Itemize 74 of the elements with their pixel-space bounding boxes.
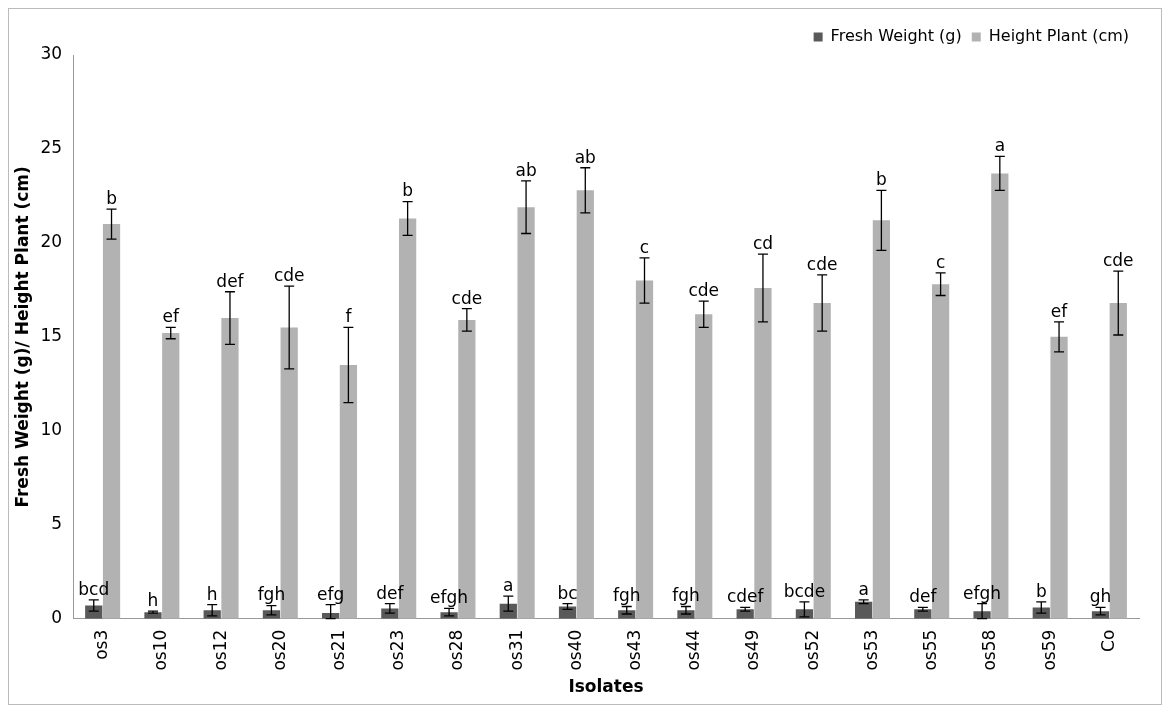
y-tick-label: 30 [40, 43, 63, 64]
data-label: cde [806, 253, 838, 274]
x-tick-label: os10 [150, 629, 171, 671]
x-tick-label: os43 [624, 629, 645, 671]
y-tick-label: 10 [40, 419, 63, 440]
data-label: a [503, 575, 514, 596]
x-tick-label: os40 [564, 629, 585, 671]
data-label: def [909, 586, 938, 607]
data-label: bc [557, 582, 578, 603]
data-label: cde [1102, 250, 1134, 271]
data-label: bcd [78, 578, 110, 599]
data-label: cdef [726, 586, 765, 607]
bar [221, 318, 239, 619]
x-tick-label: os44 [683, 629, 704, 671]
legend-label: Height Plant (cm) [988, 26, 1130, 46]
data-label: ab [574, 146, 596, 167]
y-axis-title: Fresh Weight (g)/ Height Plant (cm) [11, 166, 32, 508]
data-label: a [858, 578, 869, 599]
bar [576, 190, 594, 619]
data-label: ab [515, 159, 537, 180]
data-label: cde [688, 280, 720, 301]
x-tick-label: os53 [860, 629, 881, 671]
data-label: ef [1050, 300, 1069, 321]
data-label: cde [273, 265, 305, 286]
data-label: cde [451, 287, 483, 308]
x-tick-label: os31 [505, 629, 526, 671]
x-axis-title: Isolates [568, 676, 644, 697]
x-tick-label: os28 [446, 629, 467, 671]
data-label: b [875, 169, 887, 190]
data-label: gh [1089, 586, 1112, 607]
x-tick-label: os12 [209, 629, 230, 671]
y-tick-label: 0 [51, 607, 63, 628]
data-label: b [1035, 580, 1047, 601]
x-tick-label: os52 [801, 629, 822, 671]
bar [517, 207, 535, 619]
bar [872, 220, 891, 619]
data-label: c [935, 251, 946, 272]
x-tick-label: os49 [742, 629, 763, 671]
data-label: b [402, 180, 414, 201]
data-label: b [106, 188, 117, 208]
data-label: c [639, 236, 650, 257]
x-tick-label: Co [1097, 629, 1118, 652]
y-tick-label: 20 [40, 231, 63, 252]
bar [162, 333, 180, 619]
x-tick-label: os20 [268, 629, 289, 671]
x-tick-label: os3 [91, 629, 112, 660]
data-label: fgh [672, 585, 700, 606]
x-tick-label: os55 [920, 629, 941, 671]
y-tick-label: 15 [40, 325, 63, 346]
data-label: efg [317, 583, 345, 604]
data-label: ef [162, 306, 180, 327]
bar [1109, 303, 1127, 619]
data-label: def [216, 270, 245, 291]
bar [1050, 336, 1068, 619]
y-tick-label: 25 [40, 137, 63, 158]
data-label: a [994, 135, 1006, 156]
x-tick-label: os21 [327, 629, 348, 671]
data-label: f [345, 306, 353, 327]
data-label: h [147, 590, 159, 611]
y-tick-label: 5 [51, 513, 63, 534]
x-tick-label: os23 [387, 629, 408, 671]
data-label: fgh [257, 584, 286, 605]
x-tick-label: os59 [1038, 629, 1059, 671]
x-tick-label: os58 [979, 629, 1000, 671]
bar [855, 601, 873, 619]
data-label: h [206, 583, 218, 604]
data-label: cd [752, 233, 774, 254]
bar [558, 606, 577, 619]
legend-label: Fresh Weight (g) [830, 26, 962, 46]
data-label: bcde [783, 580, 826, 601]
data-label: def [376, 582, 405, 603]
data-label: efgh [963, 582, 1002, 603]
data-label: efgh [430, 587, 469, 608]
data-label: fgh [612, 585, 641, 606]
